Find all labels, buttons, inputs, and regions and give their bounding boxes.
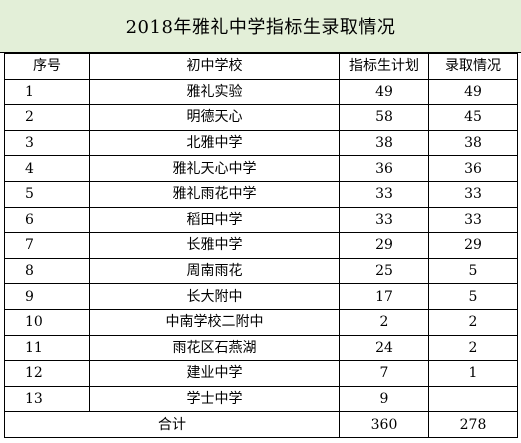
row-school: 雅礼天心中学 xyxy=(89,155,340,182)
row-school: 雨花区石燕湖 xyxy=(89,334,340,362)
row-school: 周南雨花 xyxy=(89,257,340,285)
table-row: 4 雅礼天心中学 36 36 xyxy=(4,155,518,182)
row-admitted: 49 xyxy=(428,78,518,106)
table-row: 12 建业中学 7 1 xyxy=(4,360,518,387)
row-quota: 25 xyxy=(339,257,429,285)
table-row: 11 雨花区石燕湖 24 2 xyxy=(4,334,518,362)
row-index: 12 xyxy=(4,360,90,387)
table-row: 13 学士中学 9 xyxy=(4,385,518,413)
row-quota: 2 xyxy=(339,308,429,336)
row-quota: 7 xyxy=(339,360,429,387)
row-admitted: 5 xyxy=(428,283,518,310)
header-index: 序号 xyxy=(4,53,90,80)
row-quota: 33 xyxy=(339,180,429,208)
row-admitted: 29 xyxy=(428,232,518,259)
row-admitted: 38 xyxy=(428,129,518,157)
table-row: 6 稻田中学 33 33 xyxy=(4,206,518,234)
total-admitted: 278 xyxy=(428,411,518,438)
row-index: 13 xyxy=(4,385,90,413)
row-admitted: 2 xyxy=(428,308,518,336)
header-admitted: 录取情况 xyxy=(428,53,518,80)
table-row: 7 长雅中学 29 29 xyxy=(4,232,518,259)
header-school: 初中学校 xyxy=(89,53,340,80)
table-row: 9 长大附中 17 5 xyxy=(4,283,518,310)
row-school: 长大附中 xyxy=(89,283,340,310)
table-row: 8 周南雨花 25 5 xyxy=(4,257,518,285)
row-index: 7 xyxy=(4,232,90,259)
row-school: 学士中学 xyxy=(89,385,340,413)
total-row: 合计 360 278 xyxy=(4,411,518,438)
table-row: 10 中南学校二附中 2 2 xyxy=(4,308,518,336)
row-admitted: 33 xyxy=(428,180,518,208)
total-label: 合计 xyxy=(4,411,340,438)
row-school: 长雅中学 xyxy=(89,232,340,259)
table-title-text: 2018年雅礼中学指标生录取情况 xyxy=(125,17,396,38)
row-school: 稻田中学 xyxy=(89,206,340,234)
admission-table: 序号 初中学校 指标生计划 录取情况 1 雅礼实验 49 49 2 明德天心 5… xyxy=(4,53,518,438)
row-school: 建业中学 xyxy=(89,360,340,387)
header-row: 序号 初中学校 指标生计划 录取情况 xyxy=(4,53,518,80)
row-school: 中南学校二附中 xyxy=(89,308,340,336)
row-school: 北雅中学 xyxy=(89,129,340,157)
row-school: 明德天心 xyxy=(89,104,340,131)
row-quota: 36 xyxy=(339,155,429,182)
row-admitted: 2 xyxy=(428,334,518,362)
row-quota: 58 xyxy=(339,104,429,131)
row-index: 8 xyxy=(4,257,90,285)
row-admitted: 36 xyxy=(428,155,518,182)
row-quota: 24 xyxy=(339,334,429,362)
row-school: 雅礼实验 xyxy=(89,78,340,106)
total-quota: 360 xyxy=(339,411,429,438)
row-admitted: 5 xyxy=(428,257,518,285)
row-index: 10 xyxy=(4,308,90,336)
row-index: 1 xyxy=(4,78,90,106)
row-school: 雅礼雨花中学 xyxy=(89,180,340,208)
table-row: 3 北雅中学 38 38 xyxy=(4,129,518,157)
row-index: 11 xyxy=(4,334,90,362)
row-quota: 49 xyxy=(339,78,429,106)
row-index: 2 xyxy=(4,104,90,131)
row-quota: 9 xyxy=(339,385,429,413)
row-quota: 33 xyxy=(339,206,429,234)
table-title: 2018年雅礼中学指标生录取情况 xyxy=(0,0,521,53)
row-index: 3 xyxy=(4,129,90,157)
row-admitted xyxy=(428,385,518,413)
row-index: 6 xyxy=(4,206,90,234)
row-quota: 29 xyxy=(339,232,429,259)
row-admitted: 1 xyxy=(428,360,518,387)
row-index: 4 xyxy=(4,155,90,182)
table-row: 1 雅礼实验 49 49 xyxy=(4,78,518,106)
table-row: 5 雅礼雨花中学 33 33 xyxy=(4,180,518,208)
row-index: 9 xyxy=(4,283,90,310)
row-admitted: 45 xyxy=(428,104,518,131)
row-quota: 17 xyxy=(339,283,429,310)
row-index: 5 xyxy=(4,180,90,208)
table-row: 2 明德天心 58 45 xyxy=(4,104,518,131)
row-quota: 38 xyxy=(339,129,429,157)
row-admitted: 33 xyxy=(428,206,518,234)
header-quota: 指标生计划 xyxy=(339,53,429,80)
